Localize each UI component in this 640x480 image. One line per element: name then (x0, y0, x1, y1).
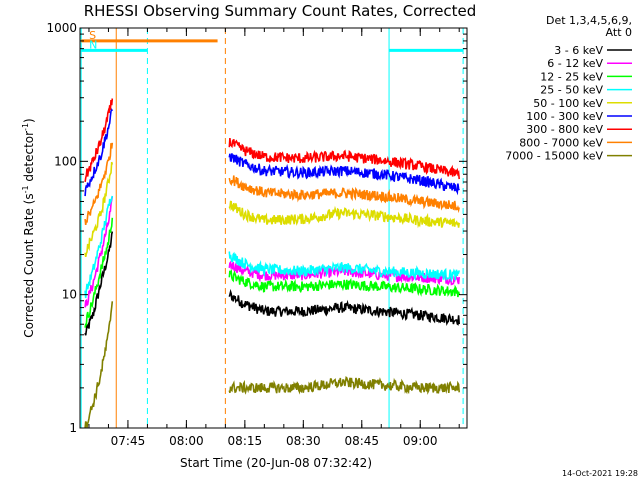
y-tick-label: 100 (54, 154, 77, 168)
series-line (84, 301, 114, 429)
y-axis: 1 10 100 1000 (46, 21, 467, 435)
chart-title: RHESSI Observing Summary Count Rates, Co… (84, 2, 477, 20)
x-tick-label: 08:00 (169, 434, 204, 448)
series-6 (84, 98, 460, 183)
y-axis-label-sup2: -1 (21, 123, 30, 131)
plot-frame (79, 27, 468, 429)
footer-date: 14-Oct-2021 19:28 (562, 469, 638, 478)
legend-entry: 50 - 100 keV (533, 97, 603, 110)
y-axis-label-part1: Corrected Count Rate (s (22, 193, 36, 337)
y-axis-label-part2: detector (22, 131, 36, 186)
series-line (228, 288, 460, 326)
series-line (84, 161, 114, 258)
legend-header-2: Att 0 (606, 26, 632, 39)
series-1 (84, 196, 460, 308)
legend-header: Det 1,3,4,5,6,9, (546, 14, 632, 27)
series-line (228, 251, 460, 283)
series-line (228, 200, 460, 229)
legend-entry: 25 - 50 keV (540, 84, 603, 97)
x-tick-label: 08:45 (344, 434, 379, 448)
series-line (228, 175, 460, 214)
legend-entry: 12 - 25 keV (540, 70, 603, 83)
series-line (228, 375, 460, 395)
series-line (84, 108, 114, 197)
x-axis-label: Start Time (20-Jun-08 07:32:42) (180, 456, 372, 470)
plot-area: SN (80, 28, 464, 429)
legend-entry: 6 - 12 keV (547, 57, 603, 70)
series-line (84, 231, 114, 336)
series-line (228, 268, 460, 298)
y-axis-label: Corrected Count Rate (s-1 detector-1) (21, 118, 36, 337)
x-tick-label: 07:45 (111, 434, 146, 448)
series-line (84, 196, 114, 308)
y-tick-label: 10 (62, 288, 77, 302)
flag-label: N (89, 38, 97, 51)
flag-label: S (89, 29, 96, 42)
x-axis: 07:45 08:00 08:15 08:30 08:45 09:00 (88, 28, 460, 448)
series-line (228, 153, 460, 196)
series-line (84, 195, 114, 299)
y-axis-label-sup1: -1 (21, 185, 30, 193)
series-4 (84, 161, 460, 258)
legend-entry: 800 - 7000 keV (519, 136, 603, 149)
x-tick-label: 09:00 (403, 434, 438, 448)
series-2 (84, 217, 460, 328)
series-line (84, 217, 114, 328)
series-3 (84, 195, 460, 299)
series-line (228, 138, 460, 180)
series-7 (84, 142, 460, 226)
y-tick-label: 1 (69, 421, 77, 435)
legend-entry: 100 - 300 keV (526, 110, 603, 123)
x-tick-label: 08:30 (286, 434, 321, 448)
series-line (84, 142, 114, 226)
series-line (84, 98, 114, 183)
legend-entry: 7000 - 15000 keV (505, 150, 603, 163)
series-5 (84, 108, 460, 197)
y-axis-label-part3: ) (22, 118, 36, 123)
y-tick-label: 1000 (46, 21, 77, 35)
series-8 (84, 301, 460, 429)
legend-entry: 3 - 6 keV (554, 44, 603, 57)
x-tick-label: 08:15 (228, 434, 263, 448)
series-0 (84, 231, 460, 336)
legend-entry: 300 - 800 keV (526, 123, 603, 136)
